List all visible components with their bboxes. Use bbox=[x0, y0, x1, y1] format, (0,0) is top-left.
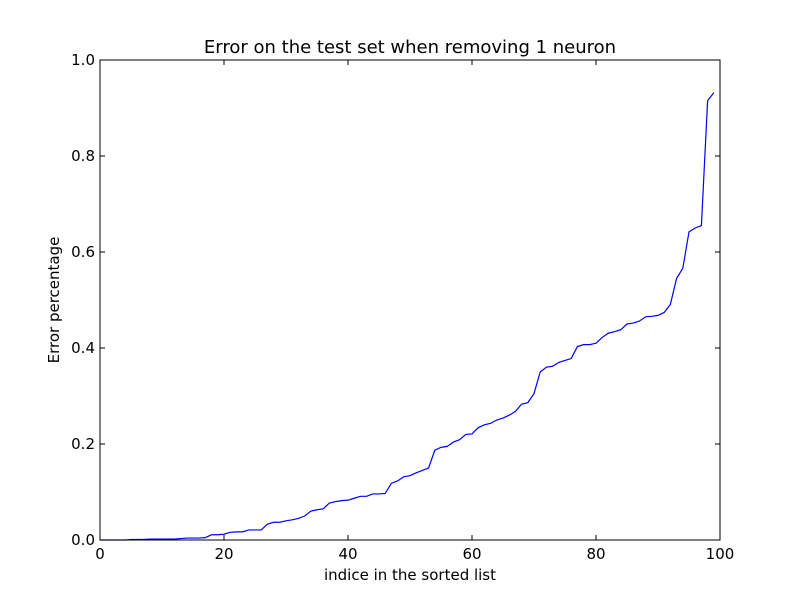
y-tick-label: 0.2 bbox=[71, 435, 95, 453]
y-axis-label: Error percentage bbox=[45, 237, 63, 364]
x-tick-label: 80 bbox=[586, 545, 605, 563]
y-axis: 0.0 0.2 0.4 0.6 0.8 1.0 bbox=[71, 51, 720, 549]
chart-title: Error on the test set when removing 1 ne… bbox=[204, 37, 616, 58]
x-tick-label: 100 bbox=[706, 545, 735, 563]
plot-area bbox=[99, 59, 721, 541]
plot-border bbox=[99, 59, 721, 541]
y-tick-label: 1.0 bbox=[71, 51, 95, 69]
y-tick-label: 0.0 bbox=[71, 531, 95, 549]
y-tick-label: 0.6 bbox=[71, 243, 95, 261]
plot-frame bbox=[100, 60, 720, 540]
y-tick-label: 0.4 bbox=[71, 339, 95, 357]
data-layer bbox=[100, 92, 715, 541]
series-line-0 bbox=[100, 92, 715, 541]
x-tick-label: 20 bbox=[214, 545, 233, 563]
y-tick-label: 0.8 bbox=[71, 147, 95, 165]
x-tick-label: 40 bbox=[338, 545, 357, 563]
x-axis: 0 20 40 60 80 100 bbox=[95, 60, 734, 563]
x-tick-label: 0 bbox=[95, 545, 105, 563]
x-axis-label: indice in the sorted list bbox=[324, 566, 496, 584]
x-tick-label: 60 bbox=[462, 545, 481, 563]
